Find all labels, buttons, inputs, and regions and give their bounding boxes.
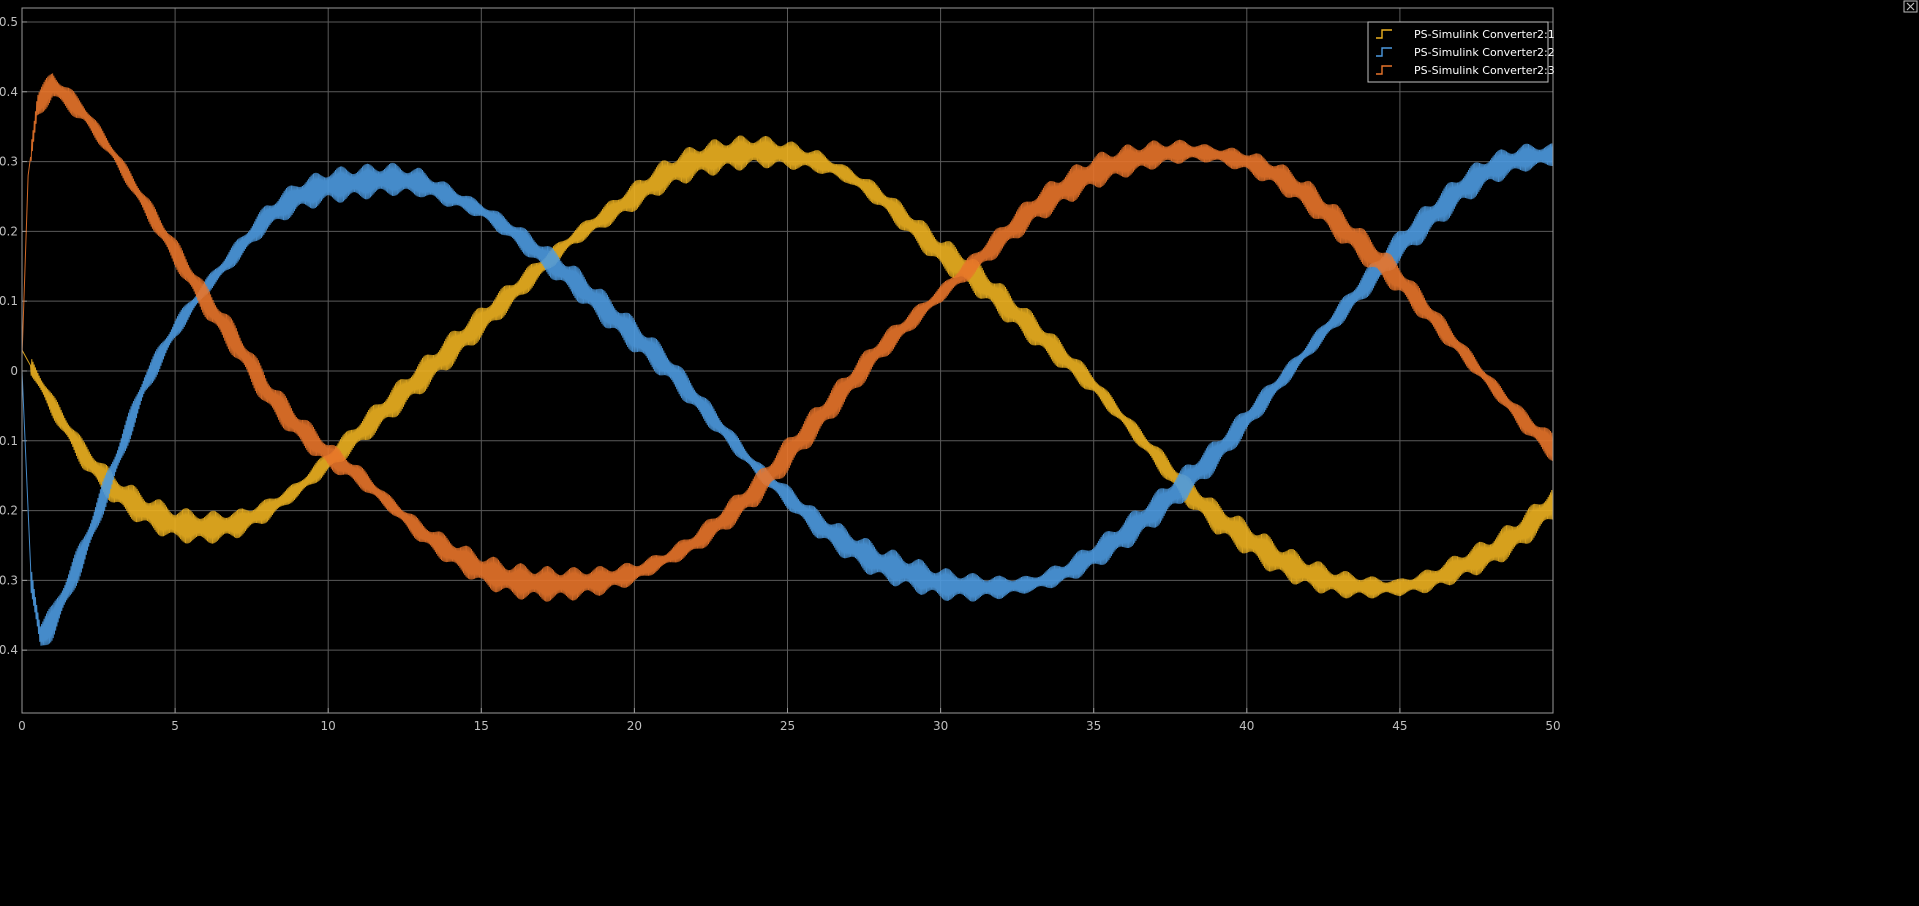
window-close-icon[interactable] [1903,0,1918,13]
plot-area [22,73,1553,646]
legend-entry-label: PS-Simulink Converter2:3 [1414,64,1555,77]
x-tick-label: 30 [933,719,948,733]
x-tick-label: 25 [780,719,795,733]
x-tick-label: 45 [1392,719,1407,733]
tick-labels: 0 5 10 15 20 25 30 35 40 45 50 -0.4 -0.3 -0.2 -0.1 0 0.1… [0,15,1561,733]
series-line-2 [22,143,1553,646]
axes-border [21,7,1554,714]
y-tick-label: -0.4 [0,643,18,657]
legend-swatch [1376,29,1392,39]
x-tick-label: 0 [18,719,26,733]
legend-swatch [1376,65,1392,75]
y-tick-label: 0 [10,364,18,378]
x-tick-label: 5 [171,719,179,733]
x-tick-label: 20 [627,719,642,733]
x-tick-label: 40 [1239,719,1254,733]
x-tick-label: 35 [1086,719,1101,733]
grid-lines [21,8,1554,713]
y-tick-label: 0.5 [0,15,18,29]
legend[interactable]: PS-Simulink Converter2:1 PS-Simulink Conv… [1367,21,1555,83]
series-line-3 [22,73,1553,602]
series-line-1 [22,135,1553,599]
x-tick-label: 50 [1545,719,1560,733]
legend-box [1367,21,1549,83]
legend-swatch [1376,47,1392,57]
y-tick-label: 0.3 [0,155,18,169]
y-tick-label: -0.3 [0,573,18,587]
y-tick-label: 0.2 [0,224,18,238]
y-tick-label: 0.4 [0,85,18,99]
legend-entry-label: PS-Simulink Converter2:1 [1414,28,1555,41]
x-tick-label: 10 [321,719,336,733]
y-tick-label: -0.2 [0,504,18,518]
y-tick-label: -0.1 [0,434,18,448]
legend-entry-label: PS-Simulink Converter2:2 [1414,46,1555,59]
y-tick-label: 0.1 [0,294,18,308]
x-tick-label: 15 [474,719,489,733]
